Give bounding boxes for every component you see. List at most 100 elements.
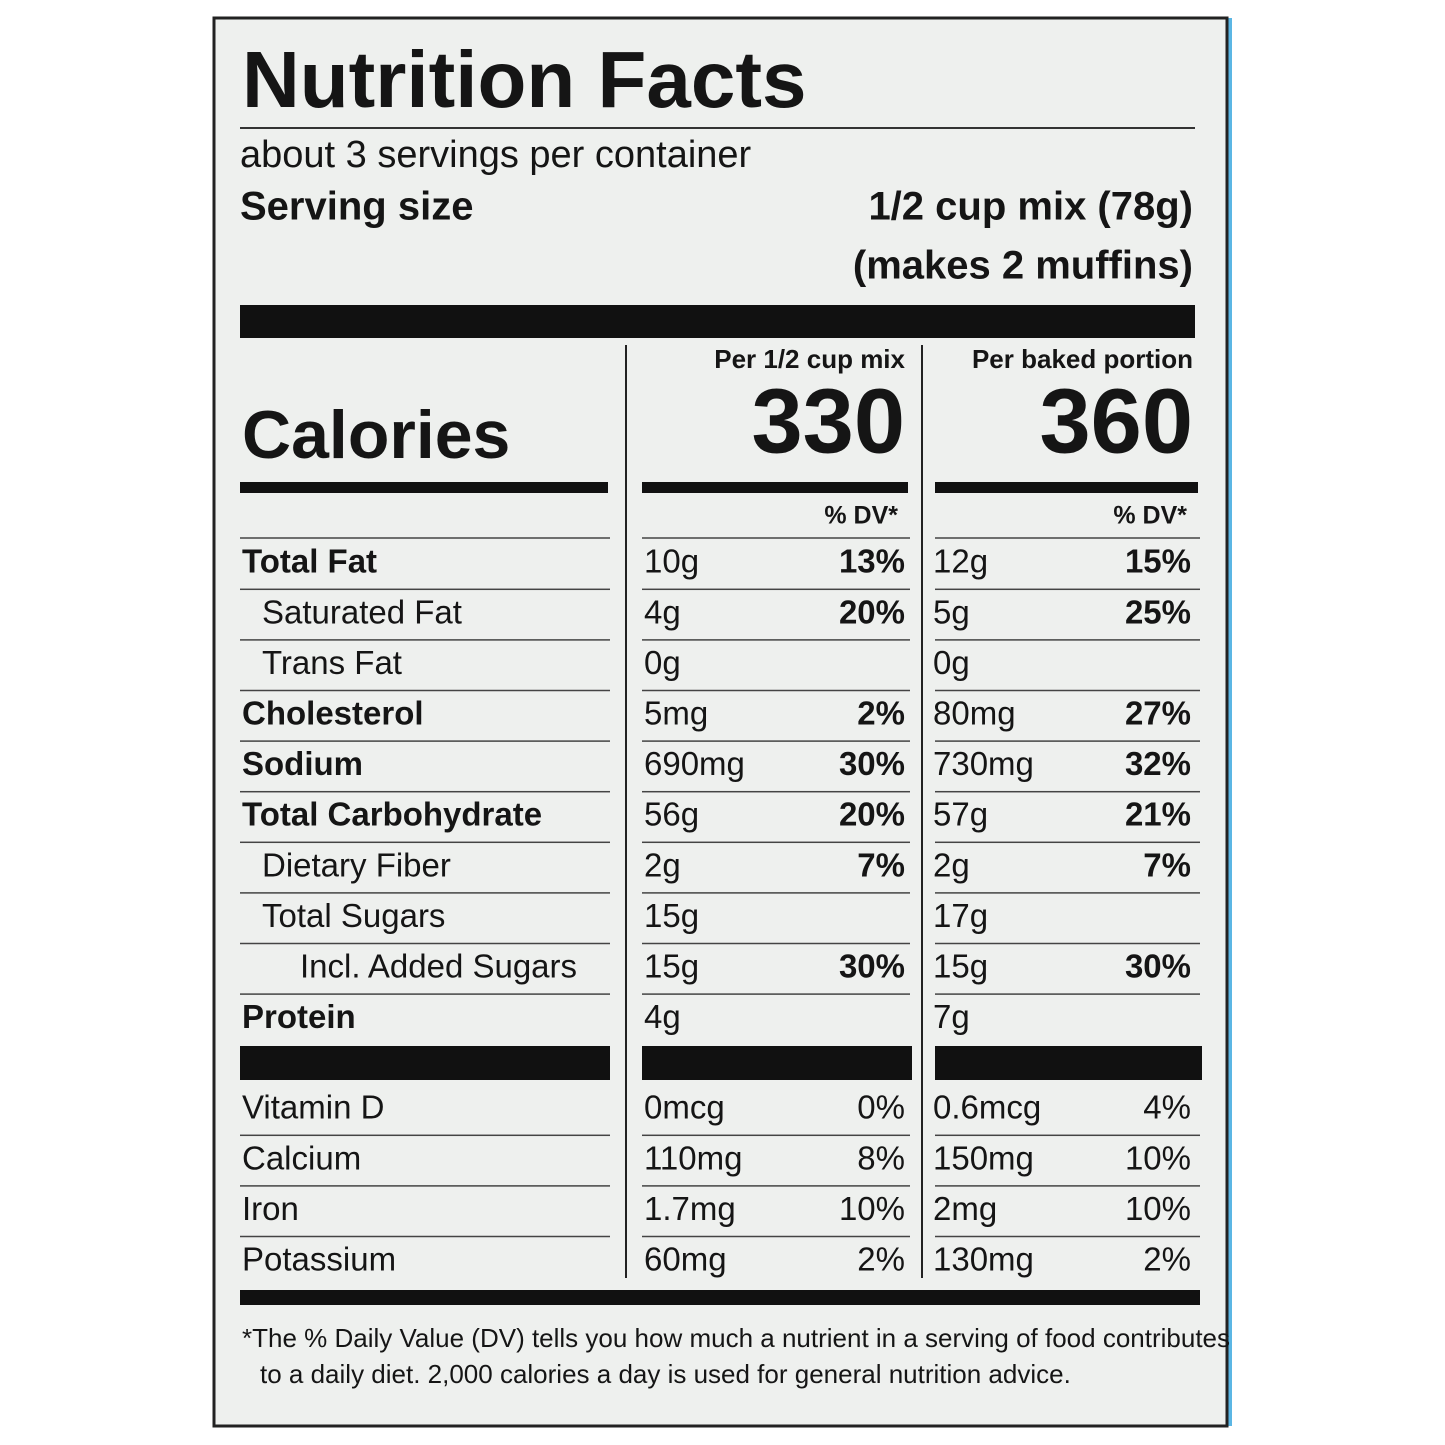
rule bbox=[935, 1185, 1200, 1187]
amount: 110mg bbox=[644, 1139, 742, 1176]
rule bbox=[935, 689, 1200, 692]
calories-value: 330 bbox=[752, 370, 906, 472]
nutrient-name: Total Fat bbox=[242, 543, 377, 580]
amount: 5g bbox=[933, 593, 970, 630]
rule bbox=[935, 537, 1200, 539]
amount: 15g bbox=[644, 948, 699, 985]
amount: 10g bbox=[644, 543, 699, 580]
rule bbox=[642, 841, 910, 844]
amount: 0g bbox=[933, 644, 970, 681]
rule bbox=[642, 892, 910, 894]
daily-value: 25% bbox=[1125, 593, 1191, 630]
amount: 690mg bbox=[644, 745, 745, 782]
rule bbox=[240, 588, 610, 591]
rule bbox=[935, 892, 1200, 894]
daily-value: 2% bbox=[857, 695, 905, 732]
rule bbox=[935, 1235, 1200, 1238]
nutrient-name: Iron bbox=[242, 1190, 299, 1227]
dv-header: % DV* bbox=[824, 502, 898, 530]
rule bbox=[240, 1134, 610, 1137]
nutrient-name: Total Carbohydrate bbox=[242, 796, 542, 833]
nutrient-name: Sodium bbox=[242, 745, 363, 782]
daily-value: 10% bbox=[1125, 1190, 1191, 1227]
label-box bbox=[212, 16, 1229, 1428]
daily-value: 15% bbox=[1125, 543, 1191, 580]
daily-value: 20% bbox=[839, 796, 905, 833]
nutrient-name: Protein bbox=[242, 998, 356, 1035]
daily-value: 30% bbox=[839, 948, 905, 985]
amount: 150mg bbox=[933, 1139, 1034, 1176]
amount: 730mg bbox=[933, 745, 1034, 782]
calories-label: Calories bbox=[242, 397, 510, 473]
amount: 0g bbox=[644, 644, 681, 681]
rule bbox=[642, 537, 910, 539]
daily-value: 20% bbox=[839, 593, 905, 630]
amount: 15g bbox=[644, 897, 699, 934]
thick-bar bbox=[935, 1046, 1202, 1080]
rule bbox=[642, 639, 910, 641]
serving-size-label: Serving size bbox=[240, 185, 473, 229]
calories-value: 360 bbox=[1040, 370, 1194, 472]
daily-value: 13% bbox=[839, 543, 905, 580]
footnote: *The % Daily Value (DV) tells you how mu… bbox=[242, 1323, 1230, 1353]
amount: 7g bbox=[933, 998, 970, 1035]
amount: 4g bbox=[644, 593, 681, 630]
rule bbox=[240, 790, 610, 793]
title: Nutrition Facts bbox=[242, 35, 806, 124]
daily-value: 8% bbox=[857, 1139, 905, 1176]
rule bbox=[935, 1134, 1200, 1137]
nutrient-name: Saturated Fat bbox=[262, 593, 462, 630]
nutrient-name: Incl. Added Sugars bbox=[300, 948, 577, 985]
rule bbox=[240, 740, 610, 742]
bar bbox=[642, 482, 908, 493]
rule bbox=[642, 993, 910, 995]
thick-bar bbox=[240, 305, 1195, 338]
column-divider bbox=[921, 345, 923, 1278]
rule bbox=[935, 639, 1200, 641]
rule bbox=[642, 740, 910, 742]
amount: 5mg bbox=[644, 695, 708, 732]
rule bbox=[240, 841, 610, 844]
nutrient-name: Total Sugars bbox=[262, 897, 445, 934]
column-header: Per baked portion bbox=[972, 344, 1193, 374]
rule bbox=[642, 1185, 910, 1187]
rule bbox=[240, 1235, 610, 1238]
rule bbox=[642, 942, 910, 945]
amount: 4g bbox=[644, 998, 681, 1035]
nutrient-name: Calcium bbox=[242, 1139, 361, 1176]
amount: 2mg bbox=[933, 1190, 997, 1227]
rule bbox=[642, 1235, 910, 1238]
rule bbox=[240, 537, 610, 539]
bar bbox=[240, 482, 608, 493]
amount: 57g bbox=[933, 796, 988, 833]
daily-value: 2% bbox=[857, 1241, 905, 1278]
rule bbox=[240, 892, 610, 894]
rule bbox=[935, 993, 1200, 995]
serving-size: 1/2 cup mix (78g) bbox=[868, 185, 1193, 229]
rule bbox=[935, 588, 1200, 591]
nutrient-name: Trans Fat bbox=[262, 644, 402, 681]
serving-size-note: (makes 2 muffins) bbox=[853, 244, 1193, 288]
nutrient-name: Potassium bbox=[242, 1241, 396, 1278]
amount: 12g bbox=[933, 543, 988, 580]
column-divider bbox=[625, 345, 627, 1278]
amount: 130mg bbox=[933, 1241, 1034, 1278]
daily-value: 10% bbox=[1125, 1139, 1191, 1176]
daily-value: 30% bbox=[839, 745, 905, 782]
amount: 1.7mg bbox=[644, 1190, 736, 1227]
nutrient-name: Dietary Fiber bbox=[262, 846, 451, 883]
amount: 56g bbox=[644, 796, 699, 833]
amount: 60mg bbox=[644, 1241, 727, 1278]
amount: 2g bbox=[933, 846, 970, 883]
amount: 0.6mcg bbox=[933, 1089, 1041, 1126]
amount: 0mcg bbox=[644, 1089, 725, 1126]
daily-value: 7% bbox=[1143, 846, 1191, 883]
daily-value: 32% bbox=[1125, 745, 1191, 782]
rule bbox=[642, 1134, 910, 1137]
amount: 15g bbox=[933, 948, 988, 985]
nutrient-name: Vitamin D bbox=[242, 1089, 384, 1126]
thick-bar bbox=[642, 1046, 912, 1080]
daily-value: 7% bbox=[857, 846, 905, 883]
rule bbox=[240, 127, 1195, 129]
daily-value: 27% bbox=[1125, 695, 1191, 732]
